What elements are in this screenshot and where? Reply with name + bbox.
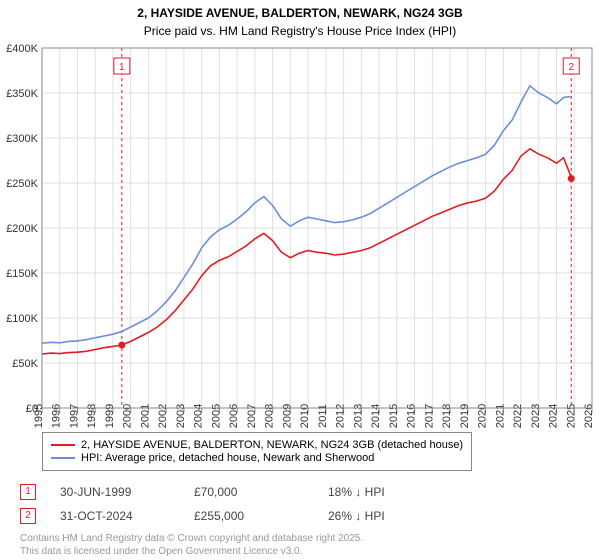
- x-axis-label: 1998: [86, 403, 98, 427]
- x-axis-label: 2005: [210, 403, 222, 427]
- y-axis-label: £100K: [6, 313, 38, 325]
- sale-markers-summary: 1 30-JUN-1999 £70,000 18% ↓ HPI 2 31-OCT-2024…: [0, 480, 600, 528]
- x-axis-label: 2024: [548, 403, 560, 427]
- chart-title-line1: 2, HAYSIDE AVENUE, BALDERTON, NEWARK, NG…: [0, 0, 600, 24]
- x-axis-label: 2004: [193, 403, 205, 427]
- x-axis-label: 2020: [477, 403, 489, 427]
- legend-row: 2, HAYSIDE AVENUE, BALDERTON, NEWARK, NG…: [51, 439, 463, 451]
- x-axis-label: 2008: [264, 403, 276, 427]
- sale-point: [118, 341, 125, 348]
- legend: 2, HAYSIDE AVENUE, BALDERTON, NEWARK, NG…: [42, 432, 472, 471]
- y-axis-label: £300K: [6, 133, 38, 145]
- x-axis-label: 2002: [157, 403, 169, 427]
- sale-price: £70,000: [194, 485, 304, 499]
- sale-summary-row: 2 31-OCT-2024 £255,000 26% ↓ HPI: [0, 504, 600, 528]
- x-axis-label: 2013: [352, 403, 364, 427]
- legend-label: 2, HAYSIDE AVENUE, BALDERTON, NEWARK, NG…: [81, 439, 463, 451]
- x-axis-label: 2019: [459, 403, 471, 427]
- sale-hpi-delta: 18% ↓ HPI: [328, 485, 438, 499]
- x-axis-label: 2009: [281, 403, 293, 427]
- event-marker-number: 2: [568, 62, 574, 73]
- legend-row: HPI: Average price, detached house, Newa…: [51, 452, 463, 464]
- x-axis-label: 2017: [423, 403, 435, 427]
- attribution: Contains HM Land Registry data © Crown c…: [0, 528, 600, 558]
- x-axis-label: 1996: [51, 403, 63, 427]
- x-axis-label: 2026: [583, 403, 595, 427]
- attribution-line1: Contains HM Land Registry data © Crown c…: [20, 532, 600, 545]
- y-axis-label: £150K: [6, 268, 38, 280]
- x-axis-label: 2000: [122, 403, 134, 427]
- x-axis-label: 2012: [335, 403, 347, 427]
- y-axis-label: £350K: [6, 88, 38, 100]
- sale-date: 31-OCT-2024: [60, 509, 170, 523]
- y-axis-label: £250K: [6, 178, 38, 190]
- x-axis-label: 2003: [175, 403, 187, 427]
- y-axis-label: £400K: [6, 44, 38, 55]
- sale-date: 30-JUN-1999: [60, 485, 170, 499]
- x-axis-label: 2015: [388, 403, 400, 427]
- x-axis-label: 2023: [530, 403, 542, 427]
- x-axis-label: 2010: [299, 403, 311, 427]
- legend-swatch: [51, 457, 75, 459]
- x-axis-label: 2014: [370, 403, 382, 427]
- chart-plot: £0£50K£100K£150K£200K£250K£300K£350K£400…: [0, 44, 600, 438]
- x-axis-label: 2016: [406, 403, 418, 427]
- attribution-line2: This data is licensed under the Open Gov…: [20, 545, 600, 558]
- x-axis-label: 1999: [104, 403, 116, 427]
- event-marker-number: 1: [119, 62, 125, 73]
- x-axis-label: 2006: [228, 403, 240, 427]
- x-axis-label: 1997: [68, 403, 80, 427]
- y-axis-label: £200K: [6, 223, 38, 235]
- chart-title-line2: Price paid vs. HM Land Registry's House …: [0, 24, 600, 44]
- x-axis-label: 2018: [441, 403, 453, 427]
- sale-point: [568, 175, 575, 182]
- legend-swatch: [51, 444, 75, 446]
- legend-label: HPI: Average price, detached house, Newa…: [81, 452, 374, 464]
- x-axis-label: 2025: [565, 403, 577, 427]
- x-axis-label: 2022: [512, 403, 524, 427]
- sale-marker-badge: 1: [20, 484, 36, 500]
- x-axis-label: 2007: [246, 403, 258, 427]
- sale-hpi-delta: 26% ↓ HPI: [328, 509, 438, 523]
- x-axis-label: 2021: [494, 403, 506, 427]
- y-axis-label: £50K: [12, 358, 38, 370]
- sale-marker-badge: 2: [20, 508, 36, 524]
- sale-price: £255,000: [194, 509, 304, 523]
- x-axis-label: 1995: [33, 403, 45, 427]
- x-axis-label: 2001: [139, 403, 151, 427]
- sale-summary-row: 1 30-JUN-1999 £70,000 18% ↓ HPI: [0, 480, 600, 504]
- chart-container: 2, HAYSIDE AVENUE, BALDERTON, NEWARK, NG…: [0, 0, 600, 560]
